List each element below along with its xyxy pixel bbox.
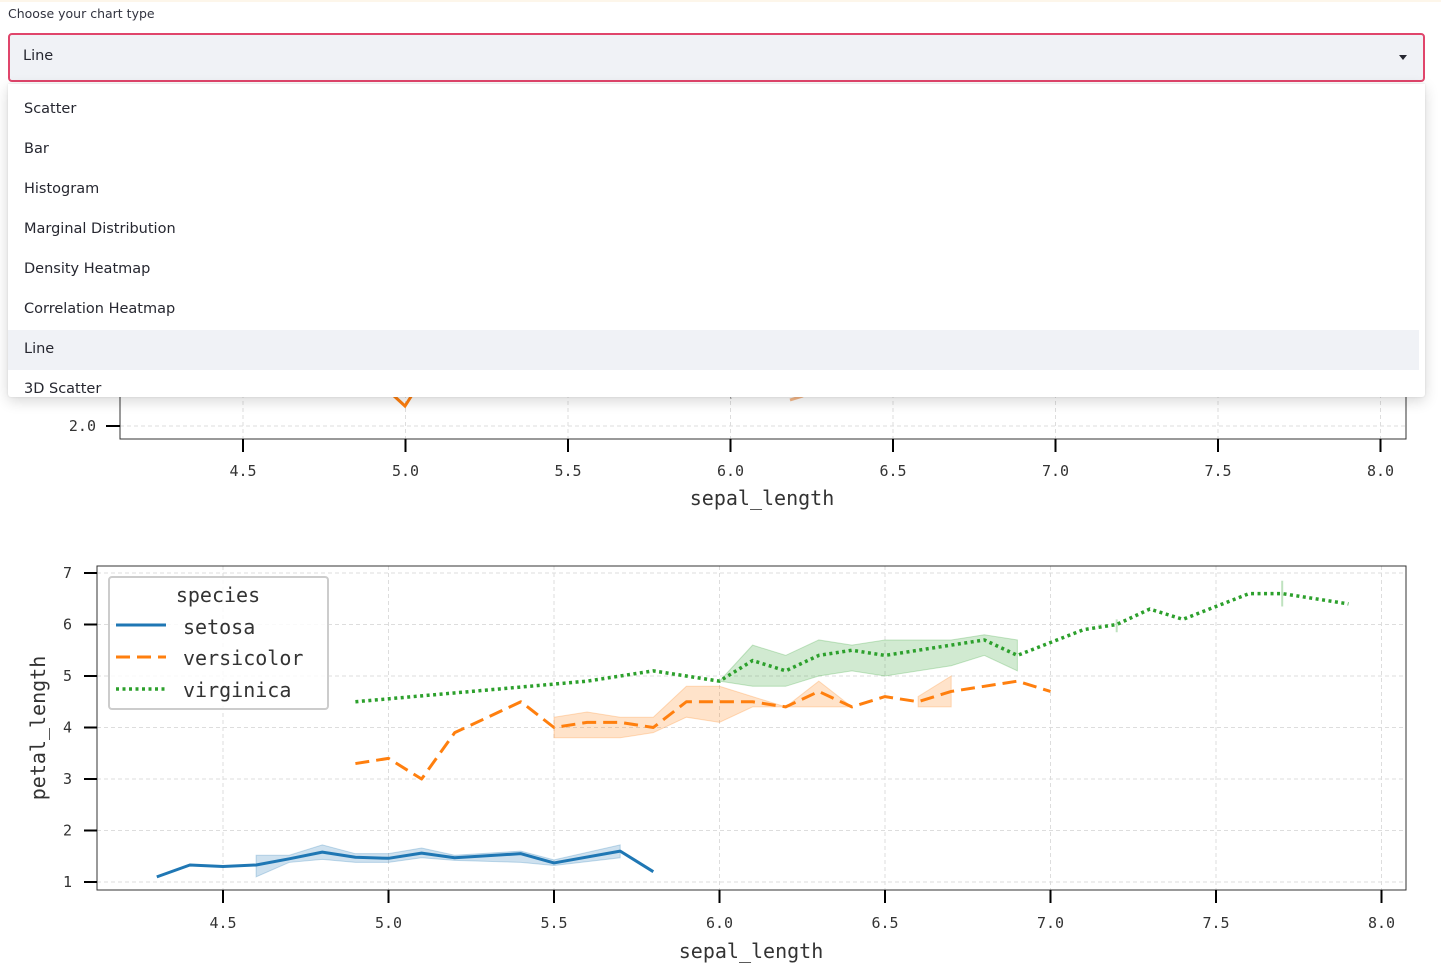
legend-versicolor-label: versicolor xyxy=(183,646,303,670)
chart-1-gridlines xyxy=(120,394,1406,439)
x-tick-label: 8.0 xyxy=(1368,914,1395,932)
chart-2-ylabel: petal_length xyxy=(26,656,50,801)
legend-box xyxy=(108,576,329,710)
x-tick-label: 7.0 xyxy=(1037,914,1064,932)
option-scatter[interactable]: Scatter xyxy=(24,101,77,117)
chart-1-xlabel: sepal_length xyxy=(690,486,835,510)
y-tick-label: 2 xyxy=(63,822,72,840)
y-tick-label: 3 xyxy=(63,770,72,788)
option-marginal-distribution[interactable]: Marginal Distribution xyxy=(24,221,176,237)
chart-1-xtick-label: 5.5 xyxy=(554,462,581,480)
legend-virginica-label: virginica xyxy=(183,678,291,702)
y-tick-label: 6 xyxy=(63,616,72,634)
chart-1-frame xyxy=(119,393,1407,440)
option-density-heatmap[interactable]: Density Heatmap xyxy=(24,261,151,277)
chart-1-xtick-label: 6.0 xyxy=(717,462,744,480)
x-tick-label: 7.5 xyxy=(1202,914,1229,932)
chart-1-xticks: 4.5 5.0 5.5 6.0 6.5 7.0 7.5 8.0 xyxy=(229,439,1394,480)
option-correlation-heatmap[interactable]: Correlation Heatmap xyxy=(24,301,176,317)
chart-type-select[interactable]: Line xyxy=(8,33,1425,82)
y-tick-label: 7 xyxy=(63,564,72,582)
option-line[interactable]: Line xyxy=(8,330,1419,370)
legend-setosa-label: setosa xyxy=(183,615,255,639)
x-tick-label: 6.5 xyxy=(871,914,898,932)
x-tick-label: 4.5 xyxy=(209,914,236,932)
x-tick-label: 6.0 xyxy=(706,914,733,932)
x-tick-label: 5.0 xyxy=(375,914,402,932)
chart-2-confidence-bands xyxy=(255,580,1284,878)
y-tick-label: 5 xyxy=(63,667,72,685)
chart-type-label: Choose your chart type xyxy=(8,6,155,21)
y-tick-label: 4 xyxy=(63,719,72,737)
chart-2-xlabel: sepal_length xyxy=(679,939,824,963)
virginica-confidence-band xyxy=(718,634,1018,687)
chart-1-xtick-label: 7.5 xyxy=(1204,462,1231,480)
versicolor-line xyxy=(355,679,1051,781)
legend-title: species xyxy=(176,583,260,607)
setosa-line xyxy=(156,849,655,879)
chart-2: 4.5 5.0 5.5 6.0 6.5 7.0 7.5 8.0 1 2 3 4 5 6 7 sepal_l… xyxy=(26,564,1407,963)
option-3d-scatter[interactable]: 3D Scatter xyxy=(24,381,102,397)
chart-1-versicolor-line-fragment xyxy=(391,393,414,409)
option-histogram[interactable]: Histogram xyxy=(24,181,100,197)
chart-1-xtick-label: 6.5 xyxy=(879,462,906,480)
chart-2-legend: species setosa versicolor virginica xyxy=(108,576,329,710)
chart-1-xtick-label: 4.5 xyxy=(229,462,256,480)
chart-1-xtick-label: 5.0 xyxy=(392,462,419,480)
chart-2-yticks: 1 2 3 4 5 6 7 xyxy=(63,564,97,891)
chart-1-xtick-label: 8.0 xyxy=(1367,462,1394,480)
chart-1: 2.0 4.5 5.0 5.5 6.0 6.5 7.0 7.5 8.0 sepal_lengt… xyxy=(69,393,1407,510)
virginica-line xyxy=(355,591,1349,704)
chart-2-xticks: 4.5 5.0 5.5 6.0 6.5 7.0 7.5 8.0 xyxy=(209,890,1395,932)
y-tick-label: 1 xyxy=(63,873,72,891)
top-accent-line xyxy=(0,0,1441,2)
chart-type-options-menu[interactable]: Scatter Bar Histogram Marginal Distribut… xyxy=(8,84,1425,397)
chart-2-series-lines xyxy=(156,591,1349,879)
setosa-confidence-band xyxy=(255,844,621,878)
versicolor-confidence-band xyxy=(553,680,854,739)
selected-value: Line xyxy=(23,48,54,64)
x-tick-label: 5.5 xyxy=(540,914,567,932)
option-bar[interactable]: Bar xyxy=(24,141,49,157)
chart-1-xtick-label: 7.0 xyxy=(1042,462,1069,480)
caret-down-icon[interactable] xyxy=(1399,55,1407,60)
chart-1-ytick-label: 2.0 xyxy=(69,417,96,435)
